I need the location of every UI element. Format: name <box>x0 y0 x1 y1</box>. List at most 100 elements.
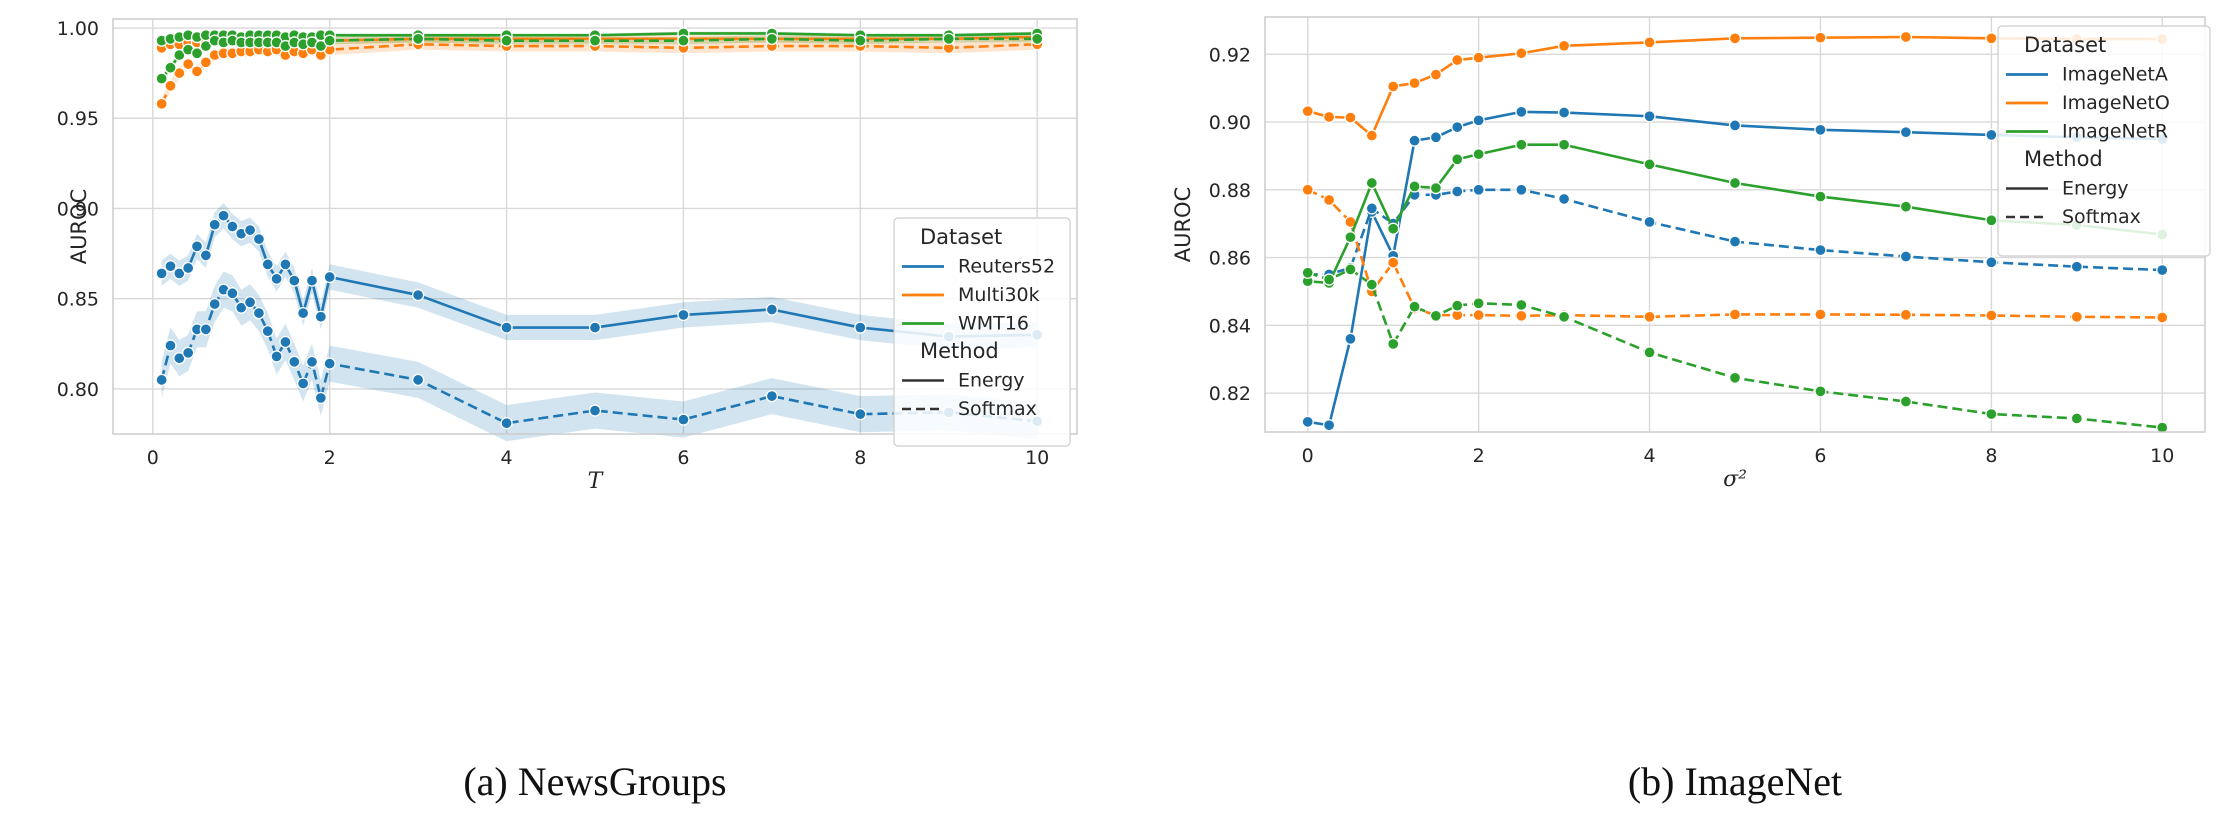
data-point <box>588 321 602 334</box>
x-tick-label: 2 <box>324 447 336 469</box>
series-line <box>1307 110 2163 427</box>
data-point <box>2070 260 2083 273</box>
data-point <box>243 223 257 237</box>
data-point <box>261 325 274 338</box>
data-point <box>182 261 195 275</box>
data-point <box>1515 298 1528 312</box>
data-point <box>1899 308 1913 321</box>
data-point <box>155 267 168 280</box>
data-point <box>314 39 327 53</box>
data-point <box>1643 215 1656 229</box>
data-point <box>1643 36 1656 49</box>
x-tick-label: 4 <box>501 447 513 469</box>
data-point <box>411 288 425 302</box>
x-tick-label: 8 <box>854 447 866 469</box>
data-point <box>854 321 867 334</box>
legend-box <box>1997 25 2211 257</box>
data-point <box>1814 31 1827 44</box>
plot-frame <box>112 18 1078 435</box>
data-point <box>305 355 319 368</box>
data-point <box>1985 128 1998 142</box>
data-point <box>677 34 690 47</box>
y-tick-label: 0.82 <box>1209 383 1251 405</box>
data-point <box>1429 131 1443 144</box>
data-point <box>261 258 274 271</box>
data-point <box>1322 193 1336 207</box>
legend-entry: Multi30k <box>958 284 1040 306</box>
data-point <box>1899 200 1913 213</box>
confidence-band <box>161 271 1038 442</box>
data-point <box>182 346 195 359</box>
data-point <box>1429 68 1443 81</box>
legend-title-method: Method <box>920 339 999 363</box>
data-point <box>1322 110 1336 124</box>
data-point <box>270 272 283 285</box>
data-point <box>1451 120 1464 134</box>
data-point <box>1985 32 1998 45</box>
legend-title-method: Method <box>2024 147 2103 171</box>
data-point <box>288 355 301 368</box>
data-point <box>1387 222 1400 235</box>
x-axis-label: T <box>588 469 605 494</box>
data-point <box>1728 176 1742 190</box>
data-point <box>1301 183 1314 196</box>
data-point <box>1985 256 1998 269</box>
x-tick-label: 0 <box>147 447 159 469</box>
data-point <box>1643 346 1656 359</box>
data-point <box>279 335 292 349</box>
data-point <box>1728 119 1742 132</box>
data-point <box>296 306 310 320</box>
data-point <box>854 34 867 47</box>
data-point <box>411 32 425 45</box>
data-point <box>1985 214 1998 227</box>
legend-entry: Reuters52 <box>958 256 1055 278</box>
legend-title-dataset: Dataset <box>2024 33 2106 57</box>
x-tick-label: 8 <box>1985 445 1997 467</box>
legend-entry: ImageNetR <box>2062 121 2168 143</box>
data-point <box>288 274 301 287</box>
data-point <box>155 72 168 85</box>
x-tick-label: 2 <box>1473 445 1485 467</box>
legend-entry: Softmax <box>958 398 1037 420</box>
data-point <box>208 218 221 231</box>
legend-box <box>893 217 1071 447</box>
legend-entry: ImageNetA <box>2062 64 2168 86</box>
data-point <box>1344 332 1357 345</box>
data-point <box>1365 278 1378 291</box>
data-point <box>1365 129 1378 142</box>
legend-entry: Softmax <box>2062 206 2141 228</box>
data-point <box>1515 47 1528 60</box>
data-point <box>1451 53 1464 67</box>
data-point <box>1728 371 1742 384</box>
data-point <box>1429 181 1443 195</box>
data-point <box>1365 176 1378 190</box>
data-point <box>2070 412 2083 425</box>
legend-entry: WMT16 <box>958 313 1029 335</box>
data-point <box>2156 311 2169 324</box>
panel-caption: (a) NewsGroups <box>463 759 726 804</box>
data-point <box>1515 183 1528 196</box>
data-point <box>1515 105 1528 119</box>
data-point <box>1899 126 1913 139</box>
data-point <box>305 274 319 287</box>
data-point <box>2156 421 2169 434</box>
data-point <box>190 47 204 60</box>
data-point <box>1899 30 1913 44</box>
data-point <box>314 391 327 405</box>
data-point <box>765 303 779 316</box>
data-point <box>1985 407 1998 421</box>
chart-newsgroups: 0 2 4 6 8 10 0.80 0.85 0.90 0.95 1.00 AUROC T (a) New… <box>57 18 1078 804</box>
data-point <box>1557 39 1571 52</box>
data-point <box>1301 415 1314 428</box>
data-point <box>323 270 336 284</box>
data-point <box>1472 148 1485 161</box>
data-point <box>1985 309 1998 322</box>
data-point <box>199 249 213 262</box>
confidence-band <box>161 203 1038 350</box>
data-point <box>1451 185 1464 198</box>
data-point <box>411 373 425 387</box>
data-point <box>235 301 248 314</box>
data-point <box>314 310 327 323</box>
data-point <box>155 97 168 110</box>
data-point <box>1301 105 1314 118</box>
